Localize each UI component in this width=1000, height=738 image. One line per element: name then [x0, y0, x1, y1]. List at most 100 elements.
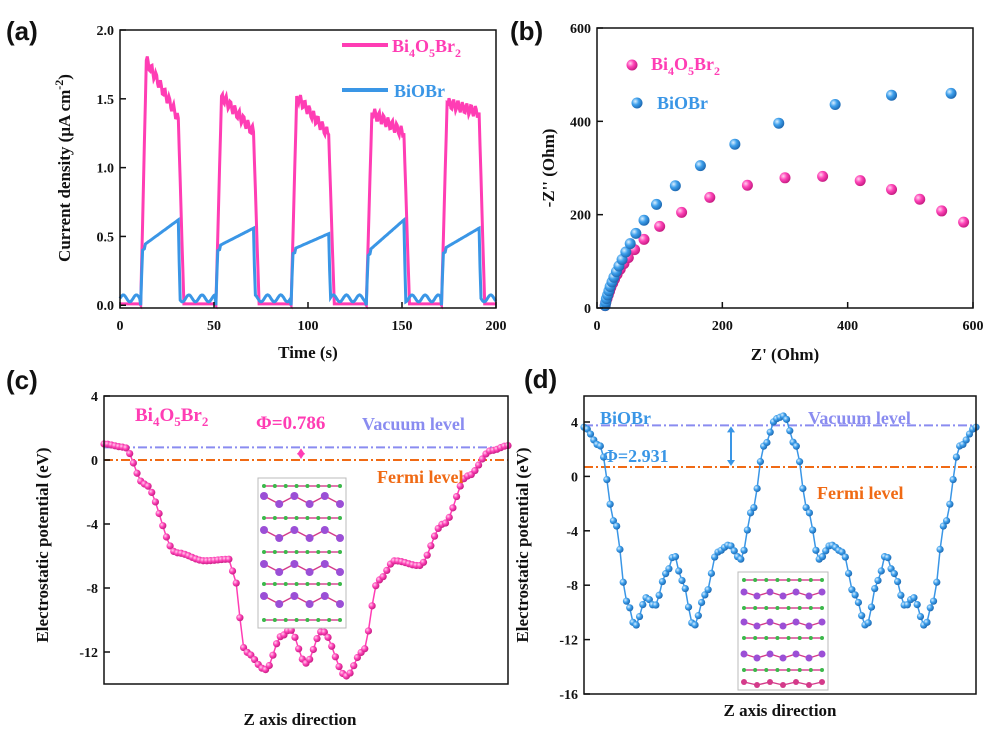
- d-potential-point-110: [939, 522, 947, 530]
- c-inset-atom-1-0: [260, 492, 268, 500]
- d-potential-point-106: [926, 604, 934, 612]
- c-inset-atom-0-1: [272, 484, 277, 488]
- b-xtick-label-1: 200: [712, 319, 733, 334]
- d-potential-point-52: [750, 503, 758, 512]
- d-potential-point-83: [851, 591, 859, 599]
- c-inset-atom-8-7: [338, 618, 342, 622]
- d-potential-point-95: [890, 570, 898, 578]
- d-inset-atom-2-7: [820, 606, 824, 610]
- d-potential-point-48: [737, 555, 745, 563]
- d-potential-point-18: [639, 601, 647, 609]
- d-potential-point-46: [730, 547, 738, 555]
- y-axis-label-d: Electrostatic potential (eV): [513, 447, 532, 642]
- legend-a-label-1: BiOBr: [394, 81, 445, 101]
- data-point-BiOBr-18: [729, 138, 741, 150]
- d-potential-point-24: [658, 577, 667, 586]
- panel-label-a: (a): [6, 16, 38, 46]
- d-potential-point-37: [701, 591, 709, 599]
- data-point-BiOBr-19: [773, 117, 785, 129]
- panel-b: (b) 0 200 400 600 0 200 400 600 Z' (Ohm) -Z'' (…: [510, 16, 984, 364]
- d-potential-point-91: [877, 567, 885, 575]
- d-inset-atom-1-5: [805, 592, 813, 600]
- d-inset-atom-6-5: [797, 668, 802, 672]
- c-inset-atom-3-1: [275, 534, 284, 542]
- c-inset-atom-7-5: [336, 600, 344, 608]
- d-inset-atom-2-5: [797, 606, 802, 610]
- c-potential-point-56: [306, 655, 314, 663]
- d-potential-point-8: [606, 500, 614, 508]
- plot-area-c: [100, 440, 512, 680]
- c-inset-atom-2-3: [294, 516, 299, 520]
- c-inset-atom-3-0: [260, 526, 268, 534]
- d-potential-point-65: [792, 442, 800, 450]
- d-inset-atom-2-6: [808, 606, 813, 610]
- c-potential-point-14: [151, 498, 160, 506]
- d-inset-atom-7-0: [741, 679, 747, 685]
- y-axis-label-b: -Z'' (Ohm): [539, 129, 558, 208]
- d-inset-atom-5-6: [818, 650, 826, 658]
- vacuum-level-label-d: Vacuum level: [808, 408, 911, 428]
- data-point-Bi4O5Br2-20: [854, 175, 866, 187]
- series-title-d: BiOBr: [600, 408, 651, 428]
- panel-c: (c) 4 0 -4 -8 -12 Z axis direction Electrost…: [6, 365, 512, 729]
- d-potential-point-90: [874, 576, 882, 585]
- inset-atoms-c: [260, 484, 344, 622]
- fermi-level-label-c: Fermi level: [377, 467, 463, 487]
- c-potential-point-18: [166, 542, 174, 550]
- d-potential-point-81: [845, 569, 853, 577]
- d-phi-arrow-head-bottom: [727, 459, 735, 466]
- c-inset-atom-0-2: [283, 484, 288, 488]
- d-inset-atom-4-2: [764, 636, 769, 640]
- data-point-Bi4O5Br2-15: [676, 206, 688, 218]
- y-axis-label-a-sup: -2: [52, 80, 66, 90]
- c-potential-point-41: [250, 655, 259, 664]
- c-inset-atom-4-7: [338, 550, 342, 554]
- d-potential-point-38: [704, 586, 712, 594]
- d-potential-point-23: [655, 591, 663, 599]
- legend-a-label-0-s3: 2: [455, 46, 461, 60]
- d-potential-point-112: [946, 500, 954, 508]
- data-point-BiOBr-22: [945, 87, 957, 99]
- d-potential-point-109: [936, 545, 944, 553]
- legend-a-label-0-base: Bi: [392, 36, 409, 56]
- d-potential-point-30: [678, 576, 686, 585]
- d-potential-point-84: [854, 598, 863, 607]
- legend-b: Bi4O5Br2 BiOBr: [626, 54, 720, 113]
- d-potential-point-34: [691, 621, 699, 629]
- d-inset-atom-2-1: [753, 606, 758, 610]
- d-potential-point-103: [916, 612, 925, 621]
- data-point-BiOBr-21: [886, 89, 898, 101]
- legend-b-label-0-s3: 2: [714, 64, 720, 78]
- c-inset-atom-8-6: [327, 618, 332, 622]
- a-ytick-label-1: 0.5: [97, 230, 115, 245]
- d-potential-point-93: [884, 554, 892, 562]
- d-potential-point-63: [786, 427, 794, 435]
- c-potential-point-90: [430, 532, 439, 540]
- c-inset-atom-0-7: [338, 484, 342, 488]
- c-inset-atom-4-2: [283, 550, 288, 554]
- d-inset-atom-5-1: [753, 654, 761, 662]
- d-potential-point-53: [753, 484, 761, 493]
- c-potential-point-16: [159, 522, 167, 530]
- a-xtick-label-0: 0: [117, 319, 124, 334]
- d-inset-atom-7-1: [754, 682, 760, 688]
- b-xtick-label-0: 0: [594, 319, 601, 334]
- d-potential-point-68: [802, 503, 810, 512]
- series-title-c-mid: O: [159, 405, 174, 426]
- d-inset-atom-0-4: [786, 578, 791, 582]
- c-inset-atom-6-2: [283, 582, 288, 586]
- d-inset-atom-2-0: [742, 606, 746, 610]
- c-potential-point-72: [364, 627, 373, 635]
- d-inset-atom-6-4: [786, 668, 791, 672]
- legend-a-label-0-s2: 5: [429, 46, 435, 60]
- panel-label-d: (d): [524, 364, 557, 394]
- c-potential-point-64: [335, 662, 343, 671]
- x-axis-label-d: Z axis direction: [723, 701, 837, 720]
- d-inset-atom-0-5: [797, 578, 802, 582]
- c-inset-atom-4-6: [327, 550, 332, 554]
- c-ytick-label-3: -8: [86, 582, 98, 597]
- c-potential-point-17: [162, 533, 171, 541]
- c-potential-point-57: [309, 645, 317, 654]
- d-potential-point-12: [619, 578, 627, 586]
- c-potential-point-37: [236, 614, 244, 622]
